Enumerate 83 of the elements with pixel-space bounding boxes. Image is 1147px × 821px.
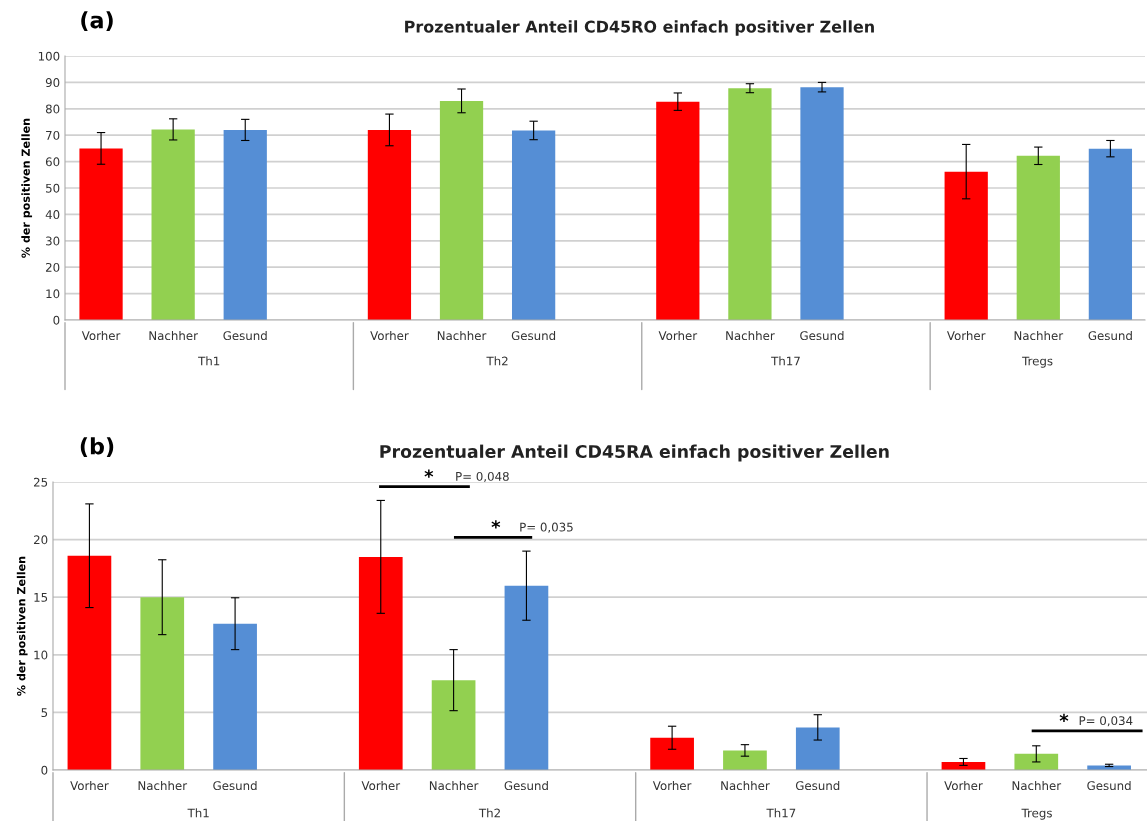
y-axis-title: % der positiven Zellen: [16, 556, 28, 696]
text: Nachher: [429, 780, 479, 791]
y-tick-label: 100: [38, 51, 60, 61]
annotation: P= 0,048: [456, 471, 509, 483]
x-tick-label: Th17: [766, 808, 796, 818]
text: Vorher: [652, 780, 692, 791]
y-axis-title: % der positiven Zellen: [21, 118, 33, 258]
series-label: Gesund: [213, 780, 257, 791]
bar: [213, 623, 257, 770]
x-tick-label: Th2: [478, 808, 500, 818]
text: Vorher: [658, 330, 698, 341]
chart-title: Prozentualer Anteil CD45RO einfach positiver Zellen: [405, 20, 874, 36]
series-label: Vorher: [70, 780, 109, 791]
y-tick-label: 70: [46, 130, 60, 140]
x-tick-label: Th1: [187, 808, 209, 818]
bar: [504, 585, 549, 770]
bar: [67, 555, 112, 770]
bar: [800, 87, 844, 320]
annotation: P= 0,035: [520, 522, 573, 533]
x-tick-label: Tregs: [1021, 808, 1052, 820]
bar: [656, 101, 700, 320]
x-tick-label: Th17: [771, 356, 800, 366]
bar: [728, 88, 772, 320]
x-tick-label: Tregs: [1022, 356, 1053, 368]
y-tick-label: 10: [46, 289, 60, 299]
annotation: P= 0,034: [1079, 716, 1133, 727]
text: Nachher: [1014, 330, 1064, 341]
bar: [512, 130, 556, 320]
bar: [723, 750, 767, 770]
text: *: [424, 469, 434, 478]
text: Vorher: [370, 330, 409, 341]
y-tick-label: 60: [45, 157, 60, 167]
text: Vorher: [944, 780, 983, 791]
text: (a): [81, 11, 113, 32]
annotation: *: [1059, 713, 1069, 723]
bar: [79, 148, 123, 320]
y-tick-label: 20: [45, 262, 60, 272]
y-tick-label: 30: [46, 236, 60, 246]
bar: [358, 556, 403, 770]
series-label: Nachher: [138, 780, 188, 791]
y-tick-label: 20: [33, 535, 48, 545]
text: Gesund: [795, 780, 840, 791]
y-tick-label: 50: [46, 183, 60, 193]
y-tick-label: 15: [34, 593, 48, 602]
bar: [151, 129, 195, 320]
bar: [1088, 148, 1133, 320]
bar: [1016, 155, 1060, 320]
text: Gesund: [1088, 330, 1132, 341]
bar: [431, 680, 476, 770]
chart-title: Prozentualer Anteil CD45RA einfach positiver Zellen: [380, 444, 889, 462]
bar: [140, 597, 185, 770]
y-tick-label: 0: [53, 315, 60, 325]
text: Vorher: [946, 330, 986, 341]
bar: [439, 100, 484, 320]
text: Gesund: [504, 780, 548, 791]
text: Gesund: [800, 330, 844, 341]
y-tick-label: 25: [33, 477, 48, 487]
series-label: Gesund: [223, 330, 267, 341]
series-label: Nachher: [437, 330, 487, 341]
bar: [795, 727, 840, 770]
bar: [223, 129, 267, 320]
bar: [650, 737, 694, 770]
annotation: *: [491, 520, 501, 529]
bar: [367, 129, 412, 320]
text: Gesund: [1087, 780, 1131, 791]
text: Nachher: [726, 330, 775, 341]
text: Nachher: [149, 330, 198, 341]
text: Gesund: [511, 330, 556, 341]
x-tick-label: Th1: [198, 356, 220, 366]
series-label: Vorher: [81, 330, 121, 341]
y-tick-label: 90: [45, 78, 60, 88]
bar: [1014, 753, 1059, 770]
text: Nachher: [1012, 780, 1062, 791]
y-tick-label: 5: [41, 708, 48, 718]
y-tick-label: 0: [41, 765, 48, 775]
text: Vorher: [361, 780, 401, 791]
text: (b): [80, 437, 114, 458]
y-tick-label: 10: [34, 650, 48, 660]
x-tick-label: Th2: [486, 356, 508, 366]
y-tick-label: 40: [45, 210, 60, 220]
bar: [944, 171, 988, 320]
text: Nachher: [721, 780, 770, 791]
y-tick-label: 80: [45, 104, 60, 114]
